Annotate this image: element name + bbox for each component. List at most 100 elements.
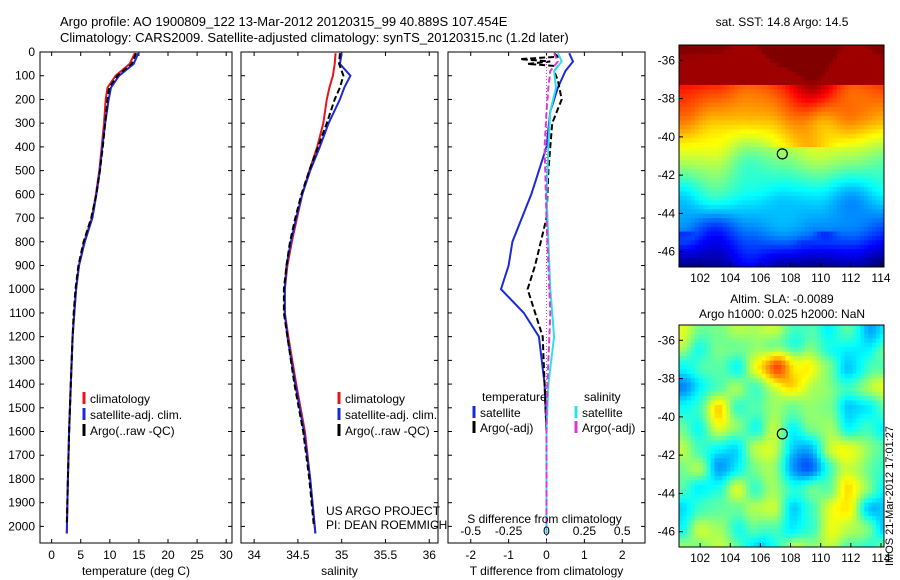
map-cell <box>856 329 861 335</box>
map-cell <box>690 489 696 495</box>
map-cell <box>824 489 830 495</box>
project-annotation: PI: DEAN ROEMMICH <box>326 518 447 532</box>
map-cell <box>848 89 853 95</box>
map-cell <box>789 204 794 210</box>
map-cell <box>820 182 826 188</box>
map-cell <box>824 396 830 401</box>
map-cell <box>813 156 818 161</box>
map-cell <box>809 80 814 86</box>
map-cell <box>726 351 731 357</box>
map-cell <box>730 240 735 246</box>
map-cell <box>805 187 810 193</box>
map-cell <box>726 49 731 55</box>
x-tick-label: -2 <box>465 548 476 562</box>
map-cell <box>722 347 727 353</box>
map-cell <box>856 116 861 121</box>
x2-tick-label: -0.25 <box>495 524 523 538</box>
map-cell <box>686 493 692 499</box>
map-cell <box>730 218 735 224</box>
map-cell <box>876 356 881 362</box>
map-cell <box>872 471 877 477</box>
map-cell <box>694 138 700 144</box>
map-cell <box>753 178 759 184</box>
map-cell <box>864 151 869 157</box>
map-cell <box>781 342 786 348</box>
map-cell <box>836 62 842 68</box>
map-cell <box>828 204 834 210</box>
map-cell <box>734 133 739 139</box>
map-cell <box>836 80 842 86</box>
map-cell <box>718 409 723 415</box>
map-cell <box>679 45 684 50</box>
map-cell <box>738 404 743 410</box>
map-cell <box>785 120 790 126</box>
map-cell <box>836 329 842 335</box>
map-cell <box>702 111 708 117</box>
map-cell <box>734 222 739 228</box>
map-cell <box>734 493 739 499</box>
map-cell <box>785 76 790 82</box>
map-cell <box>813 369 818 375</box>
map-cell <box>816 49 822 55</box>
map-cell <box>718 453 723 459</box>
map-cell <box>793 156 798 161</box>
map-cell <box>828 156 834 161</box>
map-cell <box>773 369 779 375</box>
map-cell <box>801 373 806 379</box>
map-cell <box>738 356 743 362</box>
map-cell <box>749 49 755 55</box>
map-cell <box>722 458 727 464</box>
map-cell <box>789 218 794 224</box>
map-cell <box>718 98 723 104</box>
x-tick-label: 36 <box>423 548 437 562</box>
map-cell <box>781 142 786 148</box>
map-cell <box>864 142 869 148</box>
map-cell <box>769 244 775 250</box>
map-cell <box>848 258 853 264</box>
map-cell <box>836 391 842 397</box>
map-cell <box>781 422 786 428</box>
map-cell <box>820 325 826 330</box>
map-cell <box>682 62 688 68</box>
map-cell <box>773 120 779 126</box>
map-cell <box>773 418 779 424</box>
map-cell <box>773 178 779 184</box>
map-cell <box>785 244 790 250</box>
map-cell <box>785 200 790 206</box>
map-cell <box>682 258 688 264</box>
map-cell <box>781 369 786 375</box>
map-cell <box>718 169 723 175</box>
map-cell <box>690 396 696 401</box>
map-cell <box>797 498 802 504</box>
map-cell <box>746 156 751 161</box>
map-cell <box>836 182 842 188</box>
map-cell <box>860 262 865 268</box>
map-cell <box>793 400 798 406</box>
map-cell <box>797 120 802 126</box>
map-cell <box>856 102 861 108</box>
map-cell <box>785 235 790 241</box>
map-cell <box>836 142 842 148</box>
map-cell <box>738 222 743 228</box>
map-cell <box>726 400 731 406</box>
map-cell <box>824 440 830 446</box>
map-cell <box>852 71 857 77</box>
map-cell <box>860 360 865 366</box>
map-cell <box>805 333 810 339</box>
map-cell <box>690 129 696 135</box>
map-cell <box>746 213 751 219</box>
map-cell <box>816 484 822 490</box>
map-cell <box>773 160 779 166</box>
map-cell <box>840 480 846 486</box>
map-cell <box>679 418 684 424</box>
map-cell <box>749 413 755 419</box>
map-cell <box>682 240 688 246</box>
map-cell <box>793 378 798 384</box>
legend-label: satellite-adj. clim. <box>345 408 437 422</box>
map-cell <box>876 84 881 90</box>
map-cell <box>726 67 731 73</box>
map-cell <box>809 89 814 95</box>
map-cell <box>694 156 700 161</box>
map-cell <box>746 178 751 184</box>
map-cell <box>753 396 759 401</box>
